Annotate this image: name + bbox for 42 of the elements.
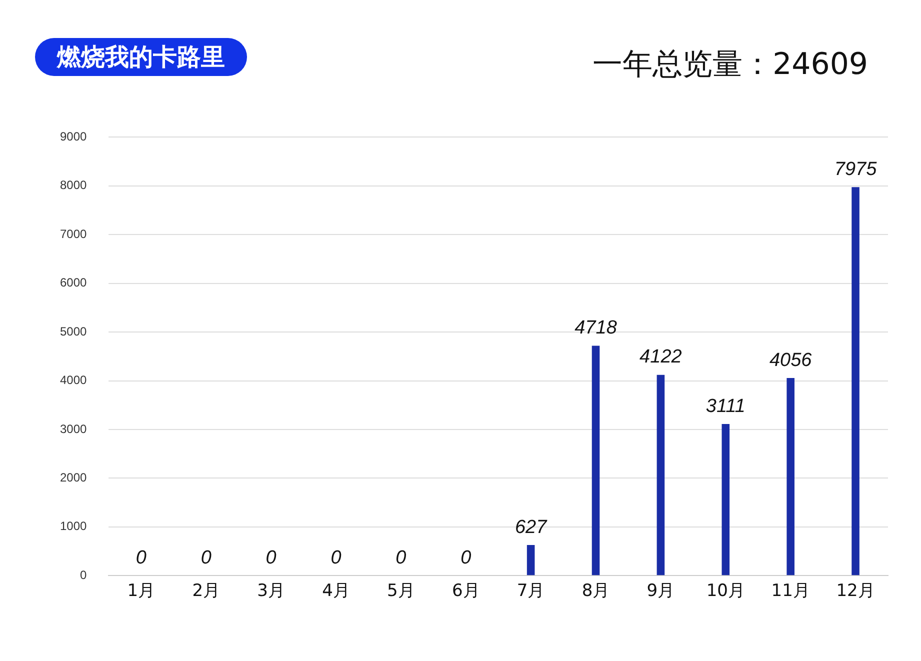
- y-tick-label: 4000: [60, 373, 88, 388]
- y-tick-label: 1000: [60, 519, 88, 534]
- bar: [656, 374, 665, 576]
- data-label: 7975: [834, 158, 878, 180]
- x-tick-label: 1月: [127, 581, 156, 602]
- x-tick-label: 7月: [516, 581, 545, 602]
- data-label: 4122: [640, 346, 682, 368]
- y-tick-label: 6000: [60, 276, 88, 290]
- x-tick-label: 2月: [192, 581, 220, 602]
- data-label: 4056: [769, 350, 812, 371]
- chart-subtitle: 一年总览量：24609: [592, 46, 868, 84]
- data-label: 0: [200, 547, 212, 568]
- x-tick-label: 3月: [257, 581, 285, 602]
- x-tick-label: 4月: [322, 581, 350, 602]
- y-tick-label: 7000: [60, 226, 88, 241]
- y-tick-label: 5000: [60, 324, 88, 338]
- data-label: 0: [396, 547, 407, 568]
- data-label: 0: [266, 547, 277, 568]
- chart-title: 燃烧我的卡路里: [35, 38, 247, 76]
- data-label: 4718: [574, 318, 618, 339]
- x-tick-label: 8月: [582, 581, 610, 602]
- x-tick-label: 12月: [836, 581, 875, 602]
- y-tick-label: 0: [80, 568, 88, 582]
- bar: [786, 378, 794, 576]
- data-label: 627: [514, 516, 548, 538]
- bar: [852, 187, 860, 576]
- data-label: 0: [460, 547, 472, 568]
- x-tick-label: 10月: [706, 581, 745, 602]
- bar: [592, 346, 600, 576]
- y-tick-label: 8000: [60, 178, 88, 192]
- x-tick-label: 5月: [387, 581, 415, 602]
- data-label: 3111: [706, 396, 746, 417]
- data-label: 0: [136, 547, 147, 568]
- bar: [722, 424, 730, 576]
- x-tick-label: 9月: [646, 581, 675, 602]
- bar: [526, 545, 535, 576]
- x-tick-label: 11月: [771, 581, 810, 602]
- data-label: 0: [330, 547, 342, 568]
- y-tick-label: 3000: [60, 422, 88, 436]
- y-tick-label: 2000: [60, 470, 88, 484]
- x-tick-label: 6月: [452, 581, 480, 602]
- y-tick-label: 9000: [60, 130, 88, 144]
